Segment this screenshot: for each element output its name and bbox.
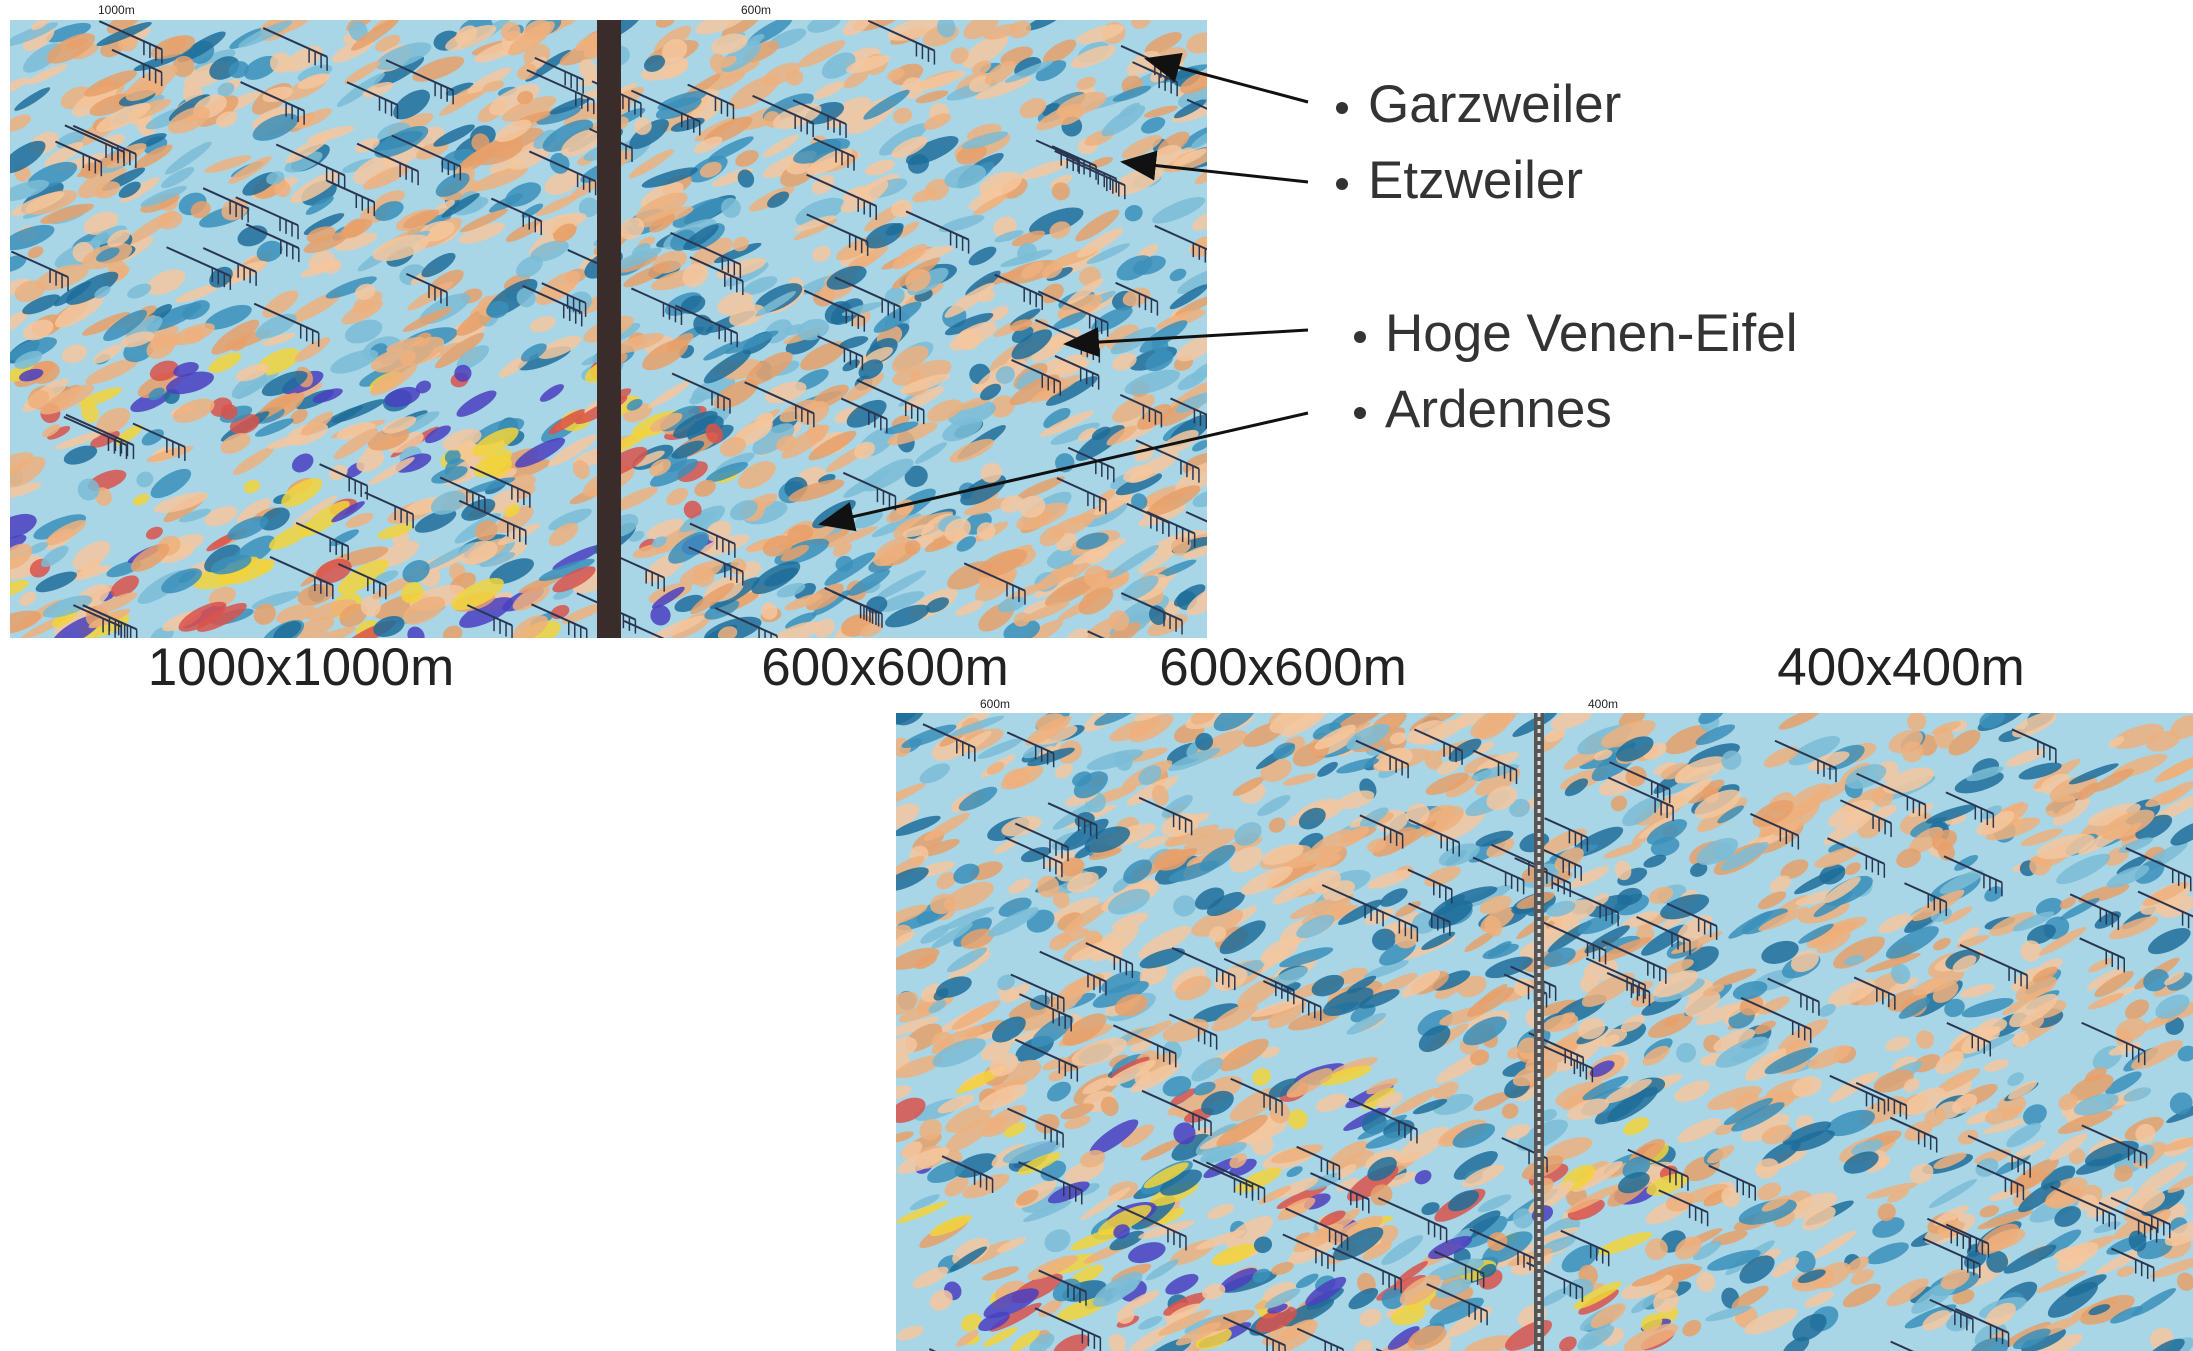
caption: 400x400m <box>1777 638 2025 697</box>
caption: 600x600m <box>761 638 1009 697</box>
radar-image-bottom <box>871 696 2193 1351</box>
annotation: Ardennes <box>1385 380 1612 439</box>
bullet <box>1336 178 1348 190</box>
annotation: Garzweiler <box>1368 75 1621 134</box>
annotation: Hoge Venen-Eifel <box>1385 304 1798 363</box>
annotation: Etzweiler <box>1368 151 1583 210</box>
page: 1000m 600m 600m 400m Garzweiler Etzweile… <box>0 0 2193 1351</box>
bullet <box>1354 407 1366 419</box>
scale-label: 600m <box>980 697 1010 711</box>
caption: 1000x1000m <box>148 638 454 697</box>
bullet <box>1354 331 1366 343</box>
radar-image-top <box>0 3 1245 676</box>
scale-label: 1000m <box>98 3 135 17</box>
caption: 600x600m <box>1159 638 1407 697</box>
divider <box>1534 713 1544 1351</box>
divider <box>597 20 621 638</box>
bullet <box>1336 102 1348 114</box>
scale-label: 600m <box>741 3 771 17</box>
slide: 1000m 600m 600m 400m Garzweiler Etzweile… <box>0 0 2193 1351</box>
scale-label: 400m <box>1588 697 1618 711</box>
